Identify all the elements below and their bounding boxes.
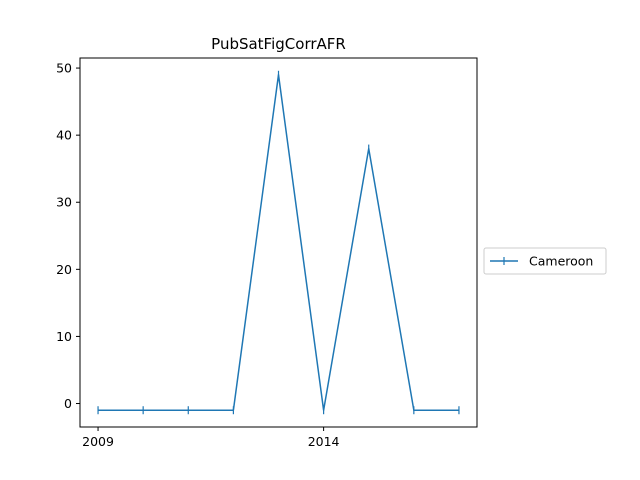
y-tick-label: 0 [64, 396, 72, 411]
y-axis: 0 10 20 30 40 50 [56, 61, 80, 411]
y-tick-label: 30 [56, 195, 72, 210]
legend-box [483, 247, 607, 275]
y-tick-label: 20 [56, 262, 72, 277]
y-tick-label: 40 [56, 128, 72, 143]
y-tick-label: 10 [56, 329, 72, 344]
legend-label: Cameroon [529, 254, 593, 269]
series-line [98, 74, 459, 411]
legend: Cameroon [483, 247, 607, 275]
x-tick-label: 2009 [82, 434, 114, 449]
series-layer [97, 70, 460, 415]
x-tick-label: 2014 [308, 434, 340, 449]
x-axis: 2009 2014 [82, 427, 340, 449]
chart-title: PubSatFigCorrAFR [211, 35, 346, 53]
y-tick-label: 50 [56, 61, 72, 76]
plot-area-frame [79, 57, 478, 428]
